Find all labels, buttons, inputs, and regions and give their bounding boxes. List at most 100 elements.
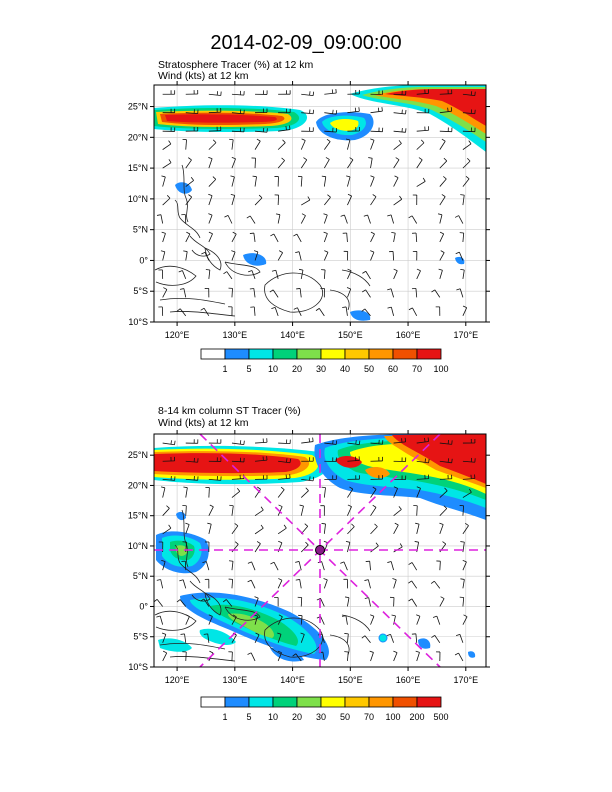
colorbar-swatch bbox=[368, 348, 394, 360]
colorbar-label: 5 bbox=[246, 712, 251, 722]
lon-tick-label: 160°E bbox=[396, 675, 421, 685]
wind-barb bbox=[300, 632, 305, 643]
wind-barb bbox=[393, 506, 402, 517]
panel-top-wind-label: Wind (kts) at 12 km bbox=[158, 70, 249, 82]
wind-barb bbox=[462, 140, 472, 150]
wind-barb bbox=[161, 560, 166, 571]
wind-barb bbox=[208, 614, 213, 625]
wind-barb bbox=[345, 138, 351, 150]
colorbar-label: 10 bbox=[268, 364, 278, 374]
wind-barb bbox=[387, 288, 395, 298]
wind-barb bbox=[247, 652, 256, 662]
wind-barb bbox=[202, 561, 210, 571]
colorbar-swatch bbox=[368, 696, 394, 708]
lat-tick-label: 0° bbox=[139, 601, 148, 611]
wind-barb bbox=[162, 287, 168, 298]
wind-barb bbox=[347, 523, 355, 535]
wind-barb bbox=[162, 195, 171, 206]
wind-barb bbox=[270, 561, 279, 571]
wind-barb bbox=[412, 194, 418, 206]
wind-barb bbox=[231, 90, 245, 96]
wind-barb bbox=[200, 307, 210, 317]
panel-bottom-title: 8-14 km column ST Tracer (%) bbox=[158, 405, 301, 417]
lon-tick-label: 160°E bbox=[396, 330, 421, 340]
wind-barb bbox=[370, 542, 379, 553]
wind-barb bbox=[275, 213, 281, 224]
colorbar-bottom: 1 5 10 20 30 50 70 100 200 500 bbox=[200, 696, 449, 722]
wind-barb bbox=[346, 287, 352, 298]
colorbar-label: 100 bbox=[433, 364, 448, 374]
wind-barb bbox=[162, 650, 168, 662]
lat-tick-label: 10°S bbox=[128, 317, 148, 327]
wind-barb bbox=[462, 439, 476, 444]
wind-barb bbox=[247, 579, 256, 589]
wind-barb bbox=[343, 578, 348, 589]
wind-barb bbox=[393, 437, 406, 444]
wind-barb bbox=[278, 125, 291, 132]
wind-barb bbox=[347, 456, 360, 462]
wind-barb bbox=[255, 475, 268, 480]
wind-barb bbox=[277, 524, 287, 535]
wind-barb bbox=[208, 213, 213, 224]
wind-barb bbox=[255, 127, 268, 133]
wind-barb bbox=[324, 457, 337, 462]
map-area-top bbox=[154, 85, 486, 322]
wind-barb bbox=[277, 650, 282, 662]
wind-barb bbox=[393, 127, 407, 133]
wind-barb bbox=[228, 651, 233, 661]
wind-barb bbox=[408, 307, 418, 317]
lon-tick-label: 130°E bbox=[223, 330, 248, 340]
wind-barb bbox=[368, 157, 373, 169]
wind-barb bbox=[208, 439, 222, 444]
map-frame-top bbox=[153, 84, 487, 323]
colorbar-label: 50 bbox=[364, 364, 374, 374]
wind-barb bbox=[460, 194, 465, 206]
wind-barb bbox=[207, 522, 212, 534]
wind-barb bbox=[415, 522, 420, 534]
wind-barb bbox=[435, 306, 441, 316]
wind-barb bbox=[229, 504, 234, 516]
wind-barb bbox=[455, 251, 464, 261]
lat-tick-label: 5°N bbox=[133, 571, 148, 581]
wind-barb bbox=[439, 505, 448, 516]
wind-barb bbox=[301, 457, 314, 462]
colorbar-swatch bbox=[416, 696, 442, 708]
colorbar-swatch bbox=[344, 348, 370, 360]
wind-barb bbox=[393, 475, 407, 481]
wind-barb bbox=[416, 89, 430, 95]
wind-barb bbox=[274, 194, 279, 206]
wind-barb bbox=[389, 596, 395, 607]
wind-barb bbox=[208, 504, 214, 516]
wind-barb bbox=[439, 250, 445, 261]
wind-barb bbox=[161, 231, 166, 243]
wind-barb bbox=[278, 474, 291, 480]
wind-barb bbox=[462, 523, 469, 535]
wind-barb bbox=[185, 109, 199, 114]
lon-tick-label: 170°E bbox=[453, 675, 478, 685]
wind-barb bbox=[393, 486, 398, 498]
wind-barb bbox=[205, 486, 210, 498]
lat-tick-label: 15°N bbox=[128, 511, 148, 521]
wind-barb bbox=[278, 108, 291, 114]
wind-barb bbox=[208, 193, 213, 206]
wind-barb bbox=[278, 439, 291, 445]
wind-barb bbox=[439, 194, 446, 206]
wind-barb bbox=[389, 251, 395, 261]
wind-barb bbox=[295, 579, 302, 589]
wind-barb bbox=[180, 633, 187, 643]
wind-barb bbox=[231, 250, 236, 261]
wind-barb bbox=[320, 287, 325, 298]
wind-barb bbox=[439, 157, 448, 169]
wind-barb bbox=[278, 458, 291, 464]
coastlines-top bbox=[154, 164, 371, 317]
wind-barb bbox=[321, 175, 327, 187]
wind-barb bbox=[300, 157, 308, 169]
wind-barb bbox=[370, 107, 383, 114]
wind-barb bbox=[370, 486, 377, 498]
wind-barb bbox=[430, 580, 441, 589]
colorbar-swatch bbox=[200, 696, 226, 708]
wind-barb bbox=[183, 486, 188, 498]
wind-barb bbox=[439, 458, 453, 464]
wind-barb bbox=[301, 476, 315, 482]
